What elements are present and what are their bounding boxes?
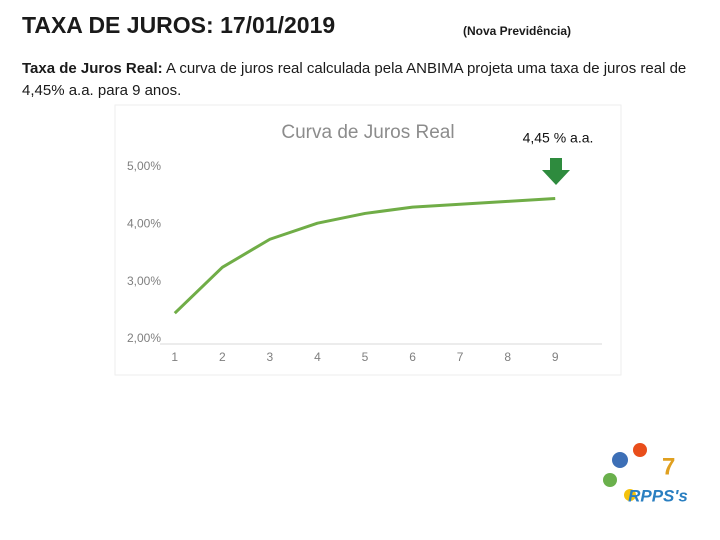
y-tick-label: 5,00% [127,159,161,173]
logo-shape [624,489,636,501]
x-tick-label: 2 [219,350,226,364]
logo-shape [633,443,647,457]
x-tick-label: 6 [409,350,416,364]
chart-title: Curva de Juros Real [281,122,454,143]
logo-shape [612,452,628,468]
slide-subtitle: (Nova Previdência) [463,24,572,38]
x-tick-label: 3 [267,350,274,364]
x-tick-label: 8 [504,350,511,364]
y-tick-label: 4,00% [127,217,161,231]
lead: Taxa de Juros Real: [22,60,163,77]
slide-title: TAXA DE JUROS: 17/01/2019 [22,12,336,38]
annotation: 4,45 % a.a. [523,130,594,146]
y-tick-label: 2,00% [127,331,161,345]
x-tick-label: 5 [362,350,369,364]
x-tick-label: 4 [314,350,321,364]
paragraph: Taxa de Juros Real: A curva de juros rea… [22,58,702,102]
arrow [542,158,570,185]
y-tick-label: 3,00% [127,274,161,288]
logo-number: 7 [662,453,675,480]
logo: 7 RPPS's [603,443,688,505]
x-tick-label: 7 [457,350,464,364]
body: A curva de juros real calculada pela ANB… [22,60,687,99]
line-series [173,197,556,315]
chart-area [114,104,622,376]
logo-shape [603,473,617,487]
x-tick-label: 1 [171,350,178,364]
x-tick-label: 9 [552,350,559,364]
logo-label: RPPS's [628,486,688,505]
